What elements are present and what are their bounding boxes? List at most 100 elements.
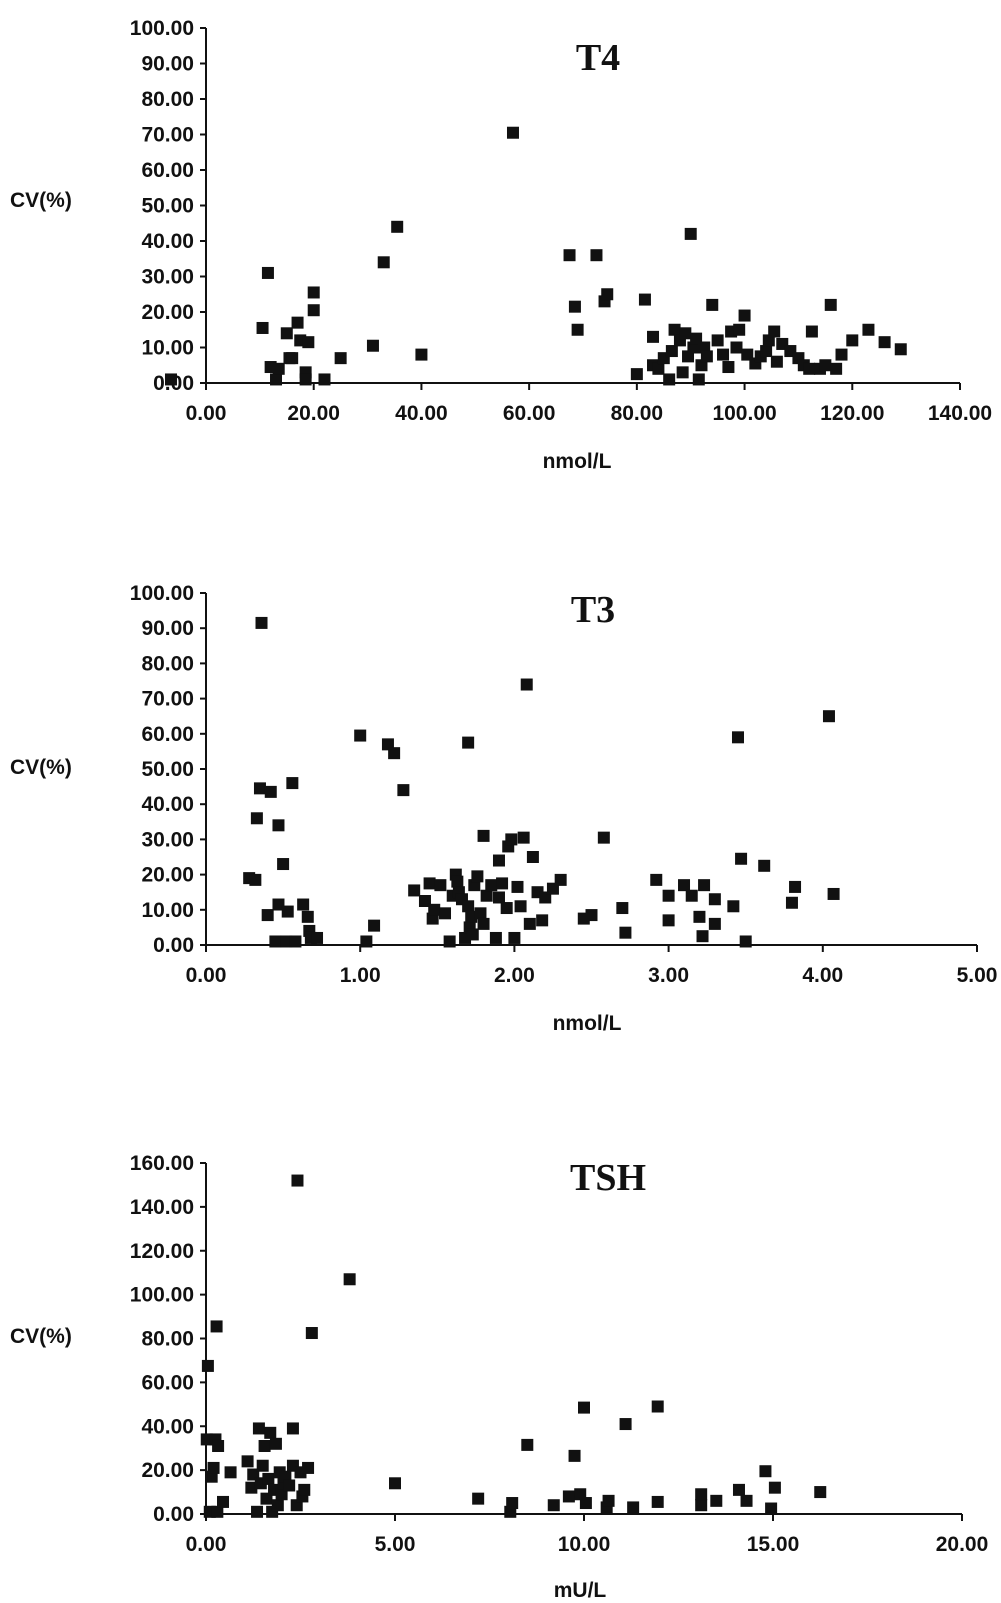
data-point bbox=[281, 905, 294, 918]
data-point bbox=[619, 1418, 632, 1431]
data-point bbox=[602, 1494, 615, 1507]
y-tick-label: 60.00 bbox=[141, 1371, 194, 1394]
y-tick-label: 100.00 bbox=[130, 17, 194, 40]
y-tick-label: 70.00 bbox=[141, 124, 194, 147]
x-tick-label: 3.00 bbox=[648, 964, 689, 987]
y-tick-label: 20.00 bbox=[141, 1459, 194, 1482]
data-point bbox=[462, 736, 475, 749]
data-point bbox=[477, 917, 490, 930]
data-point bbox=[255, 616, 268, 629]
data-point bbox=[760, 345, 773, 358]
data-point bbox=[415, 348, 428, 361]
data-point bbox=[759, 1465, 772, 1478]
data-point bbox=[301, 910, 314, 923]
data-point bbox=[291, 316, 304, 329]
data-point bbox=[506, 126, 519, 139]
x-tick-label: 0.00 bbox=[186, 964, 227, 987]
data-point bbox=[360, 935, 373, 948]
data-point bbox=[738, 309, 751, 322]
data-point bbox=[693, 910, 706, 923]
data-point bbox=[685, 889, 698, 902]
data-point bbox=[616, 902, 629, 915]
data-point bbox=[630, 368, 643, 381]
x-tick-label: 0.00 bbox=[186, 1533, 227, 1556]
x-tick-label: 20.00 bbox=[936, 1533, 989, 1556]
y-tick-label: 50.00 bbox=[141, 195, 194, 218]
chart-panel-t4: T4 CV(%) nmol/L 0.00 10.00 20.00 30.00 40.00… bbox=[10, 17, 992, 473]
data-point bbox=[789, 880, 802, 893]
data-point bbox=[245, 1481, 258, 1494]
data-point bbox=[462, 900, 475, 913]
data-point bbox=[434, 879, 447, 892]
data-point bbox=[299, 373, 312, 386]
x-tick-label: 2.00 bbox=[494, 964, 535, 987]
chart-title: T4 bbox=[576, 37, 620, 79]
data-point bbox=[224, 1466, 237, 1479]
y-tick-label: 10.00 bbox=[141, 337, 194, 360]
data-point bbox=[708, 917, 721, 930]
data-point bbox=[271, 1499, 284, 1512]
y-tick-label: 60.00 bbox=[141, 159, 194, 182]
data-point bbox=[571, 323, 584, 336]
data-point bbox=[676, 366, 689, 379]
data-point bbox=[302, 1461, 315, 1474]
data-point bbox=[211, 1505, 224, 1518]
y-axis-label: CV(%) bbox=[10, 756, 72, 779]
data-point bbox=[819, 359, 832, 372]
x-axis-label: nmol/L bbox=[553, 1012, 622, 1035]
data-point bbox=[514, 900, 527, 913]
data-point bbox=[521, 1438, 534, 1451]
y-tick-label: 40.00 bbox=[141, 793, 194, 816]
y-tick-label: 50.00 bbox=[141, 758, 194, 781]
data-point bbox=[388, 747, 401, 760]
y-axis-label: CV(%) bbox=[10, 1325, 72, 1348]
data-point bbox=[665, 345, 678, 358]
data-point bbox=[578, 1401, 590, 1414]
data-point bbox=[695, 1488, 708, 1501]
y-tick-label: 80.00 bbox=[141, 652, 194, 675]
data-point bbox=[269, 935, 282, 948]
data-point bbox=[251, 1505, 264, 1518]
x-tick-label: 40.00 bbox=[395, 402, 448, 425]
data-point bbox=[651, 1400, 664, 1413]
y-tick-label: 10.00 bbox=[141, 899, 194, 922]
data-point bbox=[803, 362, 816, 375]
data-point bbox=[785, 896, 798, 909]
y-tick-label: 0.00 bbox=[153, 1503, 194, 1526]
data-point bbox=[554, 873, 567, 886]
data-point bbox=[696, 930, 709, 943]
y-axis-label: CV(%) bbox=[10, 189, 72, 212]
data-point bbox=[597, 831, 610, 844]
data-point bbox=[740, 1494, 753, 1507]
data-point bbox=[439, 907, 452, 920]
data-point bbox=[500, 902, 513, 915]
data-point bbox=[258, 1439, 271, 1452]
data-point bbox=[678, 879, 691, 892]
data-point bbox=[474, 907, 487, 920]
data-point bbox=[277, 858, 290, 871]
data-point bbox=[733, 323, 746, 336]
data-point bbox=[389, 1477, 401, 1490]
data-point bbox=[496, 877, 509, 890]
data-point bbox=[261, 266, 274, 279]
x-axis-label: mU/L bbox=[554, 1579, 607, 1602]
data-point bbox=[579, 1497, 592, 1510]
data-point bbox=[731, 731, 744, 744]
data-point bbox=[408, 884, 421, 897]
data-point bbox=[368, 919, 381, 932]
data-point bbox=[739, 935, 752, 948]
y-tick-label: 160.00 bbox=[130, 1152, 194, 1175]
data-point bbox=[662, 914, 675, 927]
data-point bbox=[212, 1439, 225, 1452]
data-point bbox=[506, 1497, 519, 1510]
x-tick-label: 120.00 bbox=[820, 402, 884, 425]
data-point bbox=[256, 1459, 269, 1472]
y-tick-label: 80.00 bbox=[141, 1328, 194, 1351]
x-tick-label: 15.00 bbox=[747, 1533, 800, 1556]
data-point bbox=[307, 286, 320, 299]
data-point bbox=[768, 325, 781, 338]
y-tick-label: 0.00 bbox=[153, 934, 194, 957]
data-point bbox=[354, 729, 367, 742]
data-point bbox=[684, 227, 697, 240]
chart-panel-t3: T3 CV(%) nmol/L 0.00 10.00 20.00 30.00 40.00… bbox=[10, 582, 997, 1035]
